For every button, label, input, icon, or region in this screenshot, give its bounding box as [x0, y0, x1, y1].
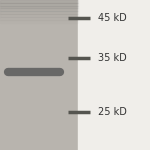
- Text: 35 kD: 35 kD: [98, 53, 127, 63]
- Bar: [0, 6, 78, 8]
- Bar: [0, 8, 78, 11]
- Bar: [0, 14, 78, 17]
- Text: 25 kD: 25 kD: [98, 107, 127, 117]
- Bar: [0, 11, 78, 14]
- Bar: [78, 0, 150, 150]
- Bar: [0, 0, 78, 3]
- Bar: [0, 0, 78, 150]
- Text: 45 kD: 45 kD: [98, 13, 127, 23]
- Bar: [0, 3, 78, 6]
- Bar: [0, 17, 78, 20]
- Bar: [0, 20, 78, 22]
